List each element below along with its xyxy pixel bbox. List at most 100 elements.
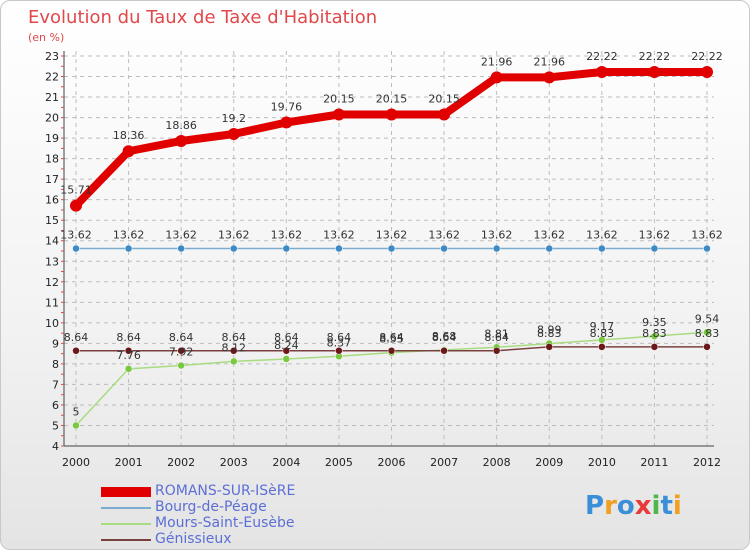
data-label-3-2000: 8.64: [64, 331, 89, 344]
data-point-0-2008: [490, 71, 503, 84]
data-point-2-2011: [650, 332, 659, 340]
y-tick-label-9: 9: [52, 337, 59, 350]
data-label-3-2010: 8.83: [590, 327, 615, 340]
logo-letter: i: [651, 491, 661, 521]
y-tick-label-10: 10: [45, 317, 59, 330]
data-label-2-2005: 8.37: [327, 336, 352, 349]
data-point-3-2001: [124, 347, 133, 355]
data-point-2-2003: [230, 357, 238, 366]
legend-label-0: ROMANS-SUR-ISèRE: [155, 483, 296, 499]
y-tick-label-23: 23: [45, 50, 59, 63]
logo-letter: o: [616, 491, 635, 521]
data-label-1-2008: 13.62: [481, 229, 513, 242]
y-tick-label-4: 4: [52, 440, 59, 453]
chart-subtitle: (en %): [28, 31, 65, 44]
y-tick-label-7: 7: [52, 378, 59, 391]
data-point-1-2010: [598, 244, 606, 253]
chart-title: Evolution du Taux de Taxe d'Habitation: [28, 7, 378, 28]
data-label-3-2009: 8.83: [537, 327, 562, 340]
data-point-0-2002: [175, 134, 188, 147]
legend-label-2: Mours-Saint-Eusèbe: [155, 515, 295, 531]
data-label-2-2004: 8.24: [274, 339, 299, 352]
y-tick-label-16: 16: [45, 194, 59, 207]
data-label-3-2011: 8.83: [642, 327, 667, 340]
data-point-3-2006: [387, 347, 396, 355]
data-point-0-2009: [543, 71, 556, 84]
data-label-1-2012: 13.62: [691, 229, 723, 242]
x-tick-label-2002: 2002: [167, 456, 195, 469]
data-label-0-2003: 19.2: [222, 112, 247, 125]
data-point-3-2010: [598, 343, 606, 351]
x-tick-label-2004: 2004: [272, 456, 300, 469]
data-point-0-2006: [385, 108, 398, 121]
data-label-1-2011: 13.62: [639, 229, 671, 242]
data-label-1-2001: 13.62: [113, 229, 145, 242]
legend-label-1: Bourg-de-Péage: [155, 499, 267, 515]
data-point-1-2006: [387, 244, 396, 253]
x-tick-label-2009: 2009: [535, 456, 563, 469]
data-point-3-2002: [177, 347, 185, 355]
data-point-1-2011: [650, 244, 659, 253]
data-label-2-2009: 8.99: [537, 324, 562, 337]
data-point-2-2004: [282, 355, 291, 363]
data-label-2-2003: 8.12: [222, 341, 247, 354]
data-label-0-2010: 22.22: [586, 50, 618, 63]
data-label-1-2002: 13.62: [165, 229, 197, 242]
data-label-0-2009: 21.96: [534, 55, 566, 68]
data-point-1-2001: [124, 244, 133, 253]
data-label-1-2010: 13.62: [586, 229, 618, 242]
data-label-2-2012: 9.54: [695, 312, 720, 325]
data-point-1-2005: [335, 244, 343, 253]
data-point-1-2008: [492, 244, 501, 253]
data-point-3-2005: [335, 347, 343, 355]
y-tick-label-8: 8: [52, 358, 59, 371]
y-tick-label-15: 15: [45, 214, 59, 227]
data-point-0-2003: [227, 128, 240, 140]
data-label-3-2004: 8.64: [274, 331, 299, 344]
data-point-1-2009: [545, 244, 553, 253]
data-point-0-2001: [122, 145, 135, 158]
x-tick-label-2001: 2001: [115, 456, 143, 469]
data-label-3-2006: 8.64: [379, 331, 404, 344]
data-point-3-2000: [72, 347, 80, 355]
data-label-1-2003: 13.62: [218, 229, 250, 242]
data-label-0-2012: 22.22: [691, 50, 723, 63]
data-point-0-2005: [332, 108, 345, 121]
data-point-0-2010: [595, 66, 608, 79]
data-label-0-2006: 20.15: [376, 93, 408, 106]
data-point-3-2004: [282, 347, 291, 355]
logo-letter: i: [672, 491, 682, 521]
data-label-3-2012: 8.83: [695, 327, 720, 340]
data-point-0-2000: [70, 199, 82, 212]
data-point-3-2003: [230, 347, 238, 355]
legend-swatch-2: [101, 523, 151, 525]
data-point-1-2004: [282, 244, 291, 253]
data-point-0-2012: [701, 66, 713, 79]
x-tick-label-2010: 2010: [588, 456, 616, 469]
data-label-3-2003: 8.64: [222, 331, 247, 344]
data-label-1-2005: 13.62: [323, 229, 355, 242]
data-point-3-2012: [703, 343, 711, 351]
data-label-2-2000: 5: [73, 405, 80, 418]
data-label-3-2005: 8.64: [327, 331, 352, 344]
data-point-3-2009: [545, 343, 553, 351]
data-label-1-2009: 13.62: [534, 229, 566, 242]
logo-letter: P: [585, 491, 605, 521]
data-point-1-2007: [440, 244, 448, 253]
y-tick-label-21: 21: [45, 91, 59, 104]
y-tick-label-11: 11: [45, 296, 59, 309]
legend-swatch-1: [101, 507, 151, 509]
data-point-1-2012: [703, 244, 711, 253]
y-tick-label-22: 22: [45, 71, 59, 84]
x-tick-label-2007: 2007: [430, 456, 458, 469]
data-label-3-2007: 8.64: [432, 331, 457, 344]
data-point-1-2000: [72, 244, 80, 253]
data-label-1-2000: 13.62: [60, 229, 92, 242]
data-point-0-2011: [648, 66, 661, 79]
data-point-2-2000: [72, 421, 80, 430]
data-point-0-2007: [438, 108, 451, 121]
y-tick-label-13: 13: [45, 255, 59, 268]
data-label-0-2000: 15.71: [60, 184, 92, 197]
